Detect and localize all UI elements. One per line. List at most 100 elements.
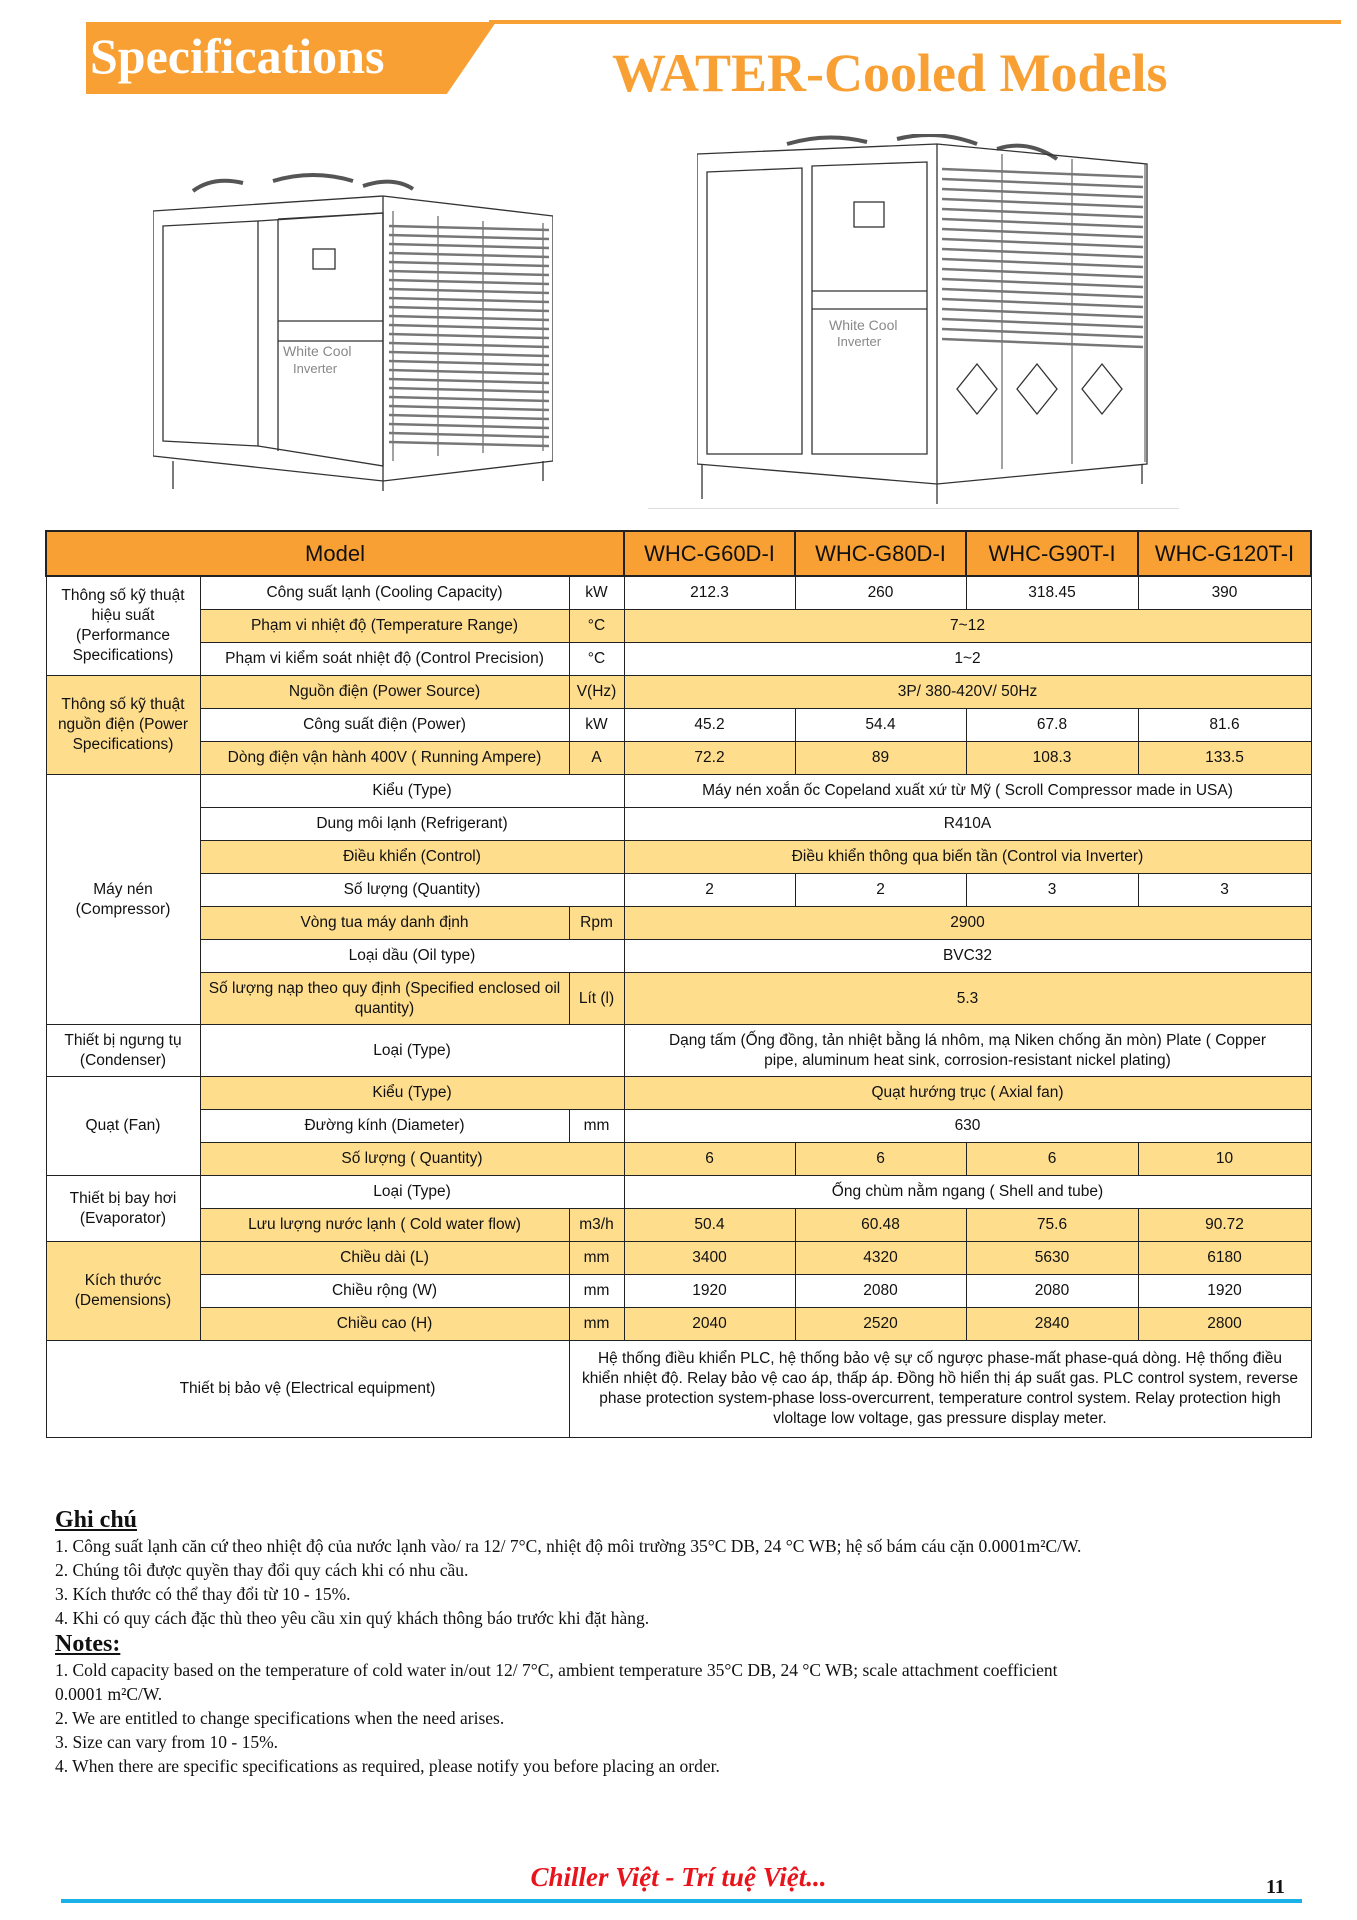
footer-rule (61, 1899, 1302, 1903)
condenser-fin (388, 332, 550, 340)
spec-label: Công suất lạnh (Cooling Capacity) (199, 575, 570, 610)
footer-slogan: Chiller Việt - Trí tuệ Việt... (530, 1862, 827, 1892)
spec-value: Dạng tấm (Ống đồng, tản nhiệt bằng lá nh… (623, 1024, 1312, 1077)
spec-label: Dòng điện vận hành 400V ( Running Ampere… (199, 741, 570, 775)
group-label: Thiết bị bay hơi (Evaporator) (45, 1175, 201, 1242)
svg-text:White Cool: White Cool (283, 343, 351, 359)
spec-value: 6 (794, 1142, 967, 1176)
condenser-fin (388, 224, 550, 232)
spec-value: 90.72 (1137, 1208, 1312, 1242)
spec-unit: mm (568, 1307, 625, 1341)
page-title: WATER-Cooled Models (612, 43, 1168, 103)
spec-label: Chiều cao (H) (199, 1307, 570, 1341)
spec-value: 3400 (623, 1241, 796, 1275)
condenser-fin (388, 305, 550, 313)
notes-vi: Ghi chú 1. Công suất lạnh căn cứ theo nh… (55, 1506, 1081, 1778)
condenser-fin (941, 247, 1144, 259)
table-row: Dòng điện vận hành 400V ( Running Ampere… (46, 741, 1312, 775)
spec-label: Công suất điện (Power) (199, 708, 570, 742)
spec-value: 45.2 (623, 708, 796, 742)
table-header-row: Model WHC-G60D-I WHC-G80D-I WHC-G90T-I W… (45, 530, 1312, 577)
table-row: Điều khiển (Control) Điều khiển thông qua… (46, 840, 1312, 874)
note-item: 2. We are entitled to change specificati… (55, 1708, 505, 1728)
spec-value: 2900 (623, 906, 1312, 940)
spec-label: Chiều dài (L) (199, 1241, 570, 1275)
condenser-fin (941, 337, 1144, 349)
group-label: Quạt (Fan) (45, 1076, 201, 1176)
spec-value: 2800 (1137, 1307, 1312, 1341)
spec-value: 212.3 (623, 575, 796, 610)
note-item: 3. Size can vary from 10 - 15%. (55, 1732, 279, 1752)
section-label: Specifications (90, 28, 385, 84)
spec-unit: Lít (l) (568, 972, 625, 1025)
spec-label: Phạm vi nhiệt độ (Temperature Range) (199, 609, 570, 643)
note-item: 4. When there are specific specification… (55, 1756, 720, 1776)
electrical-label: Thiết bị bảo vệ (Electrical equipment) (45, 1340, 570, 1438)
group-label: Thông số kỹ thuật nguồn điện (Power Spec… (45, 675, 201, 775)
spec-value: 10 (1137, 1142, 1312, 1176)
condenser-fin (388, 278, 550, 286)
spec-label: Số lượng ( Quantity) (199, 1142, 625, 1176)
condenser-fin (941, 197, 1144, 209)
image-divider (648, 508, 1179, 509)
spec-label: Chiều rộng (W) (199, 1274, 570, 1308)
table-row: Dung môi lạnh (Refrigerant) R410A (46, 807, 1312, 841)
condenser-fin (388, 440, 550, 448)
condenser-fin (941, 237, 1144, 249)
model-column-header: WHC-G80D-I (794, 530, 967, 577)
condenser-fin (388, 431, 550, 439)
condenser-fin (388, 251, 550, 259)
spec-value: 1~2 (623, 642, 1312, 676)
specifications-table: Model WHC-G60D-I WHC-G80D-I WHC-G90T-I W… (45, 530, 1312, 1438)
group-label: Kích thước (Demensions) (45, 1241, 201, 1341)
spec-value: 50.4 (623, 1208, 796, 1242)
table-row: Lưu lượng nước lạnh ( Cold water flow) m3… (46, 1208, 1312, 1242)
table-row: Vòng tua máy danh định Rpm 2900 (46, 906, 1312, 940)
spec-value: 2 (623, 873, 796, 907)
condenser-fin (941, 187, 1144, 199)
spec-unit: kW (568, 575, 625, 610)
notes-vi-heading: Ghi chú (55, 1507, 138, 1533)
spec-value: R410A (623, 807, 1312, 841)
condenser-fin (941, 227, 1144, 239)
spec-label: Nguồn điện (Power Source) (199, 675, 570, 709)
condenser-fin (941, 277, 1144, 289)
spec-value: 89 (794, 741, 967, 775)
header-rule (489, 20, 1341, 24)
spec-value: Điều khiển thông qua biến tần (Control v… (623, 840, 1312, 874)
condenser-fin (388, 386, 550, 394)
condenser-fin (388, 233, 550, 241)
note-item: 2. Chúng tôi được quyền thay đổi quy các… (55, 1560, 469, 1580)
spec-unit: mm (568, 1241, 625, 1275)
condenser-fin (388, 314, 550, 322)
spec-value: 4320 (794, 1241, 967, 1275)
spec-value: 630 (623, 1109, 1312, 1143)
spec-label: Số lượng nạp theo quy định (Specified en… (199, 972, 570, 1025)
table-row: Chiều rộng (W) mm 1920 2080 2080 1920 (46, 1274, 1312, 1308)
condenser-fin (388, 296, 550, 304)
spec-unit: °C (568, 642, 625, 676)
condenser-fin (388, 260, 550, 268)
group-label: Thiết bị ngưng tụ (Condenser) (45, 1024, 201, 1077)
condenser-fin (388, 377, 550, 385)
spec-value: 54.4 (794, 708, 967, 742)
condenser-fin (941, 177, 1144, 189)
note-item: 1. Công suất lạnh căn cứ theo nhiệt độ c… (55, 1536, 1082, 1556)
table-row: Phạm vi nhiệt độ (Temperature Range) °C 7~… (46, 609, 1312, 643)
spec-value: Ống chùm nằm ngang ( Shell and tube) (623, 1175, 1312, 1209)
notes-en-heading: Notes: (55, 1631, 121, 1657)
condenser-fin (388, 359, 550, 367)
table-row: Máy nén (Compressor) Kiểu (Type) Máy nén x… (45, 774, 1312, 1025)
spec-value: 6 (965, 1142, 1139, 1176)
spec-value: BVC32 (623, 939, 1312, 973)
spec-value: 5630 (965, 1241, 1139, 1275)
table-row: Phạm vi kiểm soát nhiệt độ (Control Prec… (46, 642, 1312, 676)
spec-unit: mm (568, 1274, 625, 1308)
condenser-fin (941, 297, 1144, 309)
table-row: Số lượng ( Quantity) 6 6 6 10 (46, 1142, 1312, 1176)
spec-unit: kW (568, 708, 625, 742)
condenser-fin (941, 327, 1144, 339)
spec-value: 75.6 (965, 1208, 1139, 1242)
note-item: 1. Cold capacity based on the temperatur… (55, 1660, 1058, 1680)
chiller-large-image: White Cool Inverter (697, 134, 1148, 504)
